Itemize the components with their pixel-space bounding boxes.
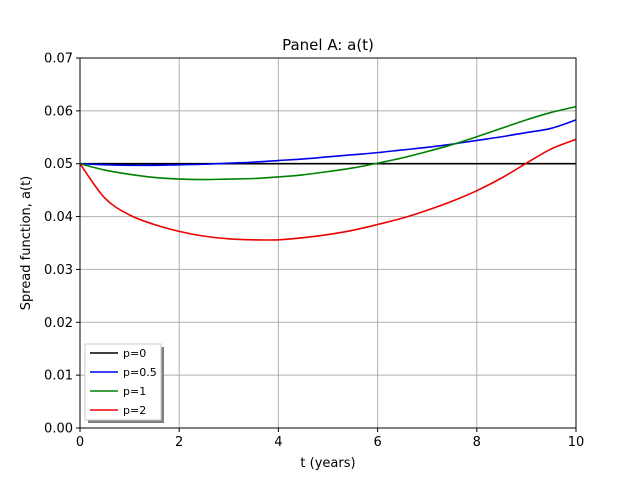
x-tick-label: 8 (473, 435, 481, 450)
legend: p=0 p=0.5 p=1 p=2 (84, 343, 164, 423)
series-line-p-2 (79, 138, 577, 241)
y-tick-label: 0.06 (44, 104, 73, 119)
y-tick-label: 0.07 (44, 52, 73, 67)
x-axis-ticks: 0 2 4 6 8 10 (76, 428, 584, 450)
series-line-p-1 (79, 105, 577, 181)
legend-box (84, 343, 162, 421)
legend-label: p=2 (123, 404, 146, 417)
chart-title: Panel A: a(t) (282, 36, 374, 54)
y-tick-label: 0.05 (44, 157, 73, 172)
legend-items: p=0 p=0.5 p=1 p=2 (90, 347, 157, 417)
x-axis-label: t (years) (300, 456, 355, 471)
x-tick-label: 4 (274, 435, 282, 450)
series-line-p-0-5 (79, 119, 577, 167)
y-tick-label: 0.04 (44, 210, 73, 225)
y-tick-label: 0.01 (44, 369, 73, 384)
x-tick-label: 2 (175, 435, 183, 450)
y-tick-label: 0.03 (44, 263, 73, 278)
y-axis-ticks: 0.00 0.01 0.02 0.03 0.04 0.05 0.06 0.07 (44, 52, 80, 437)
legend-label: p=0 (123, 347, 146, 360)
y-axis-label: Spread function, a(t) (19, 176, 34, 311)
x-tick-label: 6 (373, 435, 381, 450)
x-tick-label: 0 (76, 435, 84, 450)
legend-label: p=1 (123, 385, 146, 398)
y-tick-label: 0.02 (44, 316, 73, 331)
legend-label: p=0.5 (123, 366, 157, 379)
y-tick-label: 0.00 (44, 422, 73, 437)
series-group (79, 105, 577, 241)
x-tick-label: 10 (568, 435, 585, 450)
plot-frame (79, 57, 577, 429)
